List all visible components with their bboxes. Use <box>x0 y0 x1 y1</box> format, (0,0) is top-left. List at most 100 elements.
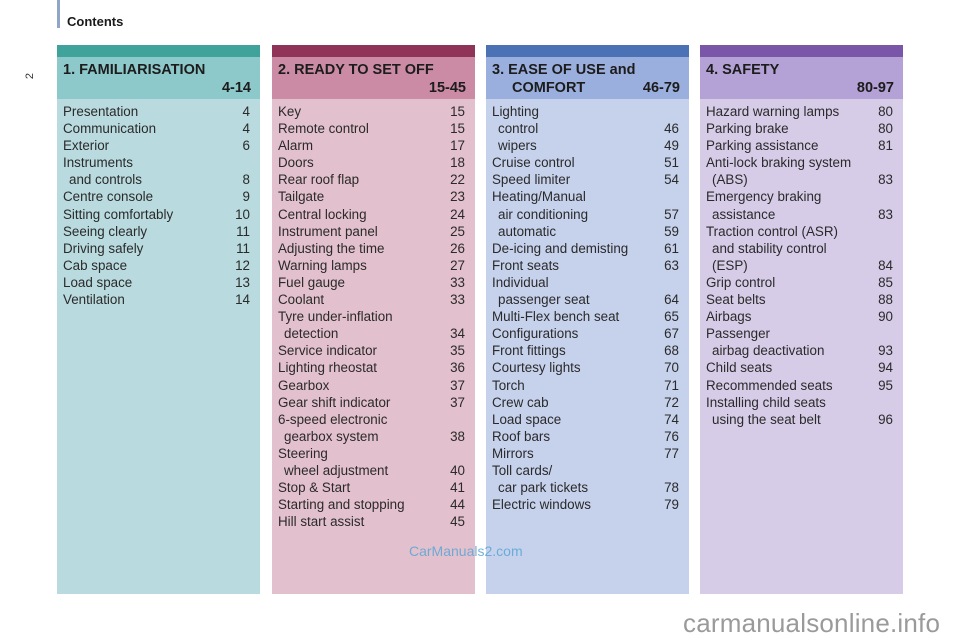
toc-entry-page <box>649 188 679 205</box>
toc-entry-label: Configurations <box>492 326 579 342</box>
toc-entry[interactable]: Electric windows 79 <box>492 496 679 513</box>
toc-entry: Installing child seats <box>706 394 893 411</box>
toc-entry[interactable]: Rear roof flap 22 <box>278 171 465 188</box>
toc-entry[interactable]: De-icing and demisting 61 <box>492 240 679 257</box>
toc-entry[interactable]: Parking brake 80 <box>706 120 893 137</box>
toc-entry[interactable]: Multi-Flex bench seat 65 <box>492 308 679 325</box>
toc-entry[interactable]: detection 34 <box>278 325 465 342</box>
toc-entry[interactable]: car park tickets 78 <box>492 479 679 496</box>
toc-entry: Emergency braking <box>706 188 893 205</box>
toc-entry[interactable]: Remote control 15 <box>278 120 465 137</box>
toc-entry[interactable]: Child seats 94 <box>706 359 893 376</box>
toc-entry[interactable]: Recommended seats 95 <box>706 377 893 394</box>
toc-entry[interactable]: Service indicator 35 <box>278 342 465 359</box>
toc-entry[interactable]: Warning lamps 27 <box>278 257 465 274</box>
toc-entry-page <box>649 103 679 120</box>
toc-entry-page: 11 <box>236 240 250 256</box>
toc-entry[interactable]: Doors 18 <box>278 154 465 171</box>
toc-entry[interactable]: Airbags 90 <box>706 308 893 325</box>
toc-entry[interactable]: Speed limiter 54 <box>492 171 679 188</box>
toc-entry[interactable]: (ESP) 84 <box>706 257 893 274</box>
toc-entry[interactable]: (ABS) 83 <box>706 171 893 188</box>
toc-entry[interactable]: Configurations 67 <box>492 325 679 342</box>
toc-entry[interactable]: Sitting comfortably 10 <box>63 206 250 223</box>
toc-entry-page: 84 <box>878 257 893 273</box>
toc-entry[interactable]: Grip control 85 <box>706 274 893 291</box>
toc-entry[interactable]: Tailgate 23 <box>278 188 465 205</box>
toc-entry[interactable]: Stop & Start 41 <box>278 479 465 496</box>
toc-entry-page: 72 <box>664 394 679 410</box>
toc-entry[interactable]: Gear shift indicator 37 <box>278 394 465 411</box>
toc-entry-label: Toll cards/ <box>492 462 553 478</box>
toc-entry-page: 40 <box>450 462 465 478</box>
toc-entry[interactable]: Hill start assist 45 <box>278 513 465 530</box>
toc-entry[interactable]: using the seat belt 96 <box>706 411 893 428</box>
toc-entry-label: assistance <box>712 206 776 222</box>
toc-entry-label: control <box>498 121 539 137</box>
toc-entry[interactable]: passenger seat 64 <box>492 291 679 308</box>
toc-entry-label: Cab space <box>63 257 128 273</box>
toc-entry-page: 36 <box>450 360 465 376</box>
toc-entry[interactable]: gearbox system 38 <box>278 428 465 445</box>
toc-entry-page: 4 <box>242 104 250 119</box>
section-header[interactable]: 2. READY TO SET OFF 15-45 <box>272 57 475 99</box>
toc-entry[interactable]: Cruise control 51 <box>492 154 679 171</box>
toc-entry-label: Adjusting the time <box>278 240 385 256</box>
toc-entry[interactable]: Courtesy lights 70 <box>492 359 679 376</box>
toc-entry[interactable]: Front fittings 68 <box>492 342 679 359</box>
toc-entry[interactable]: Load space 13 <box>63 274 250 291</box>
toc-entry[interactable]: and controls 8 <box>63 171 250 188</box>
toc-entry[interactable]: Key 15 <box>278 103 465 120</box>
toc-entry: 6-speed electronic <box>278 411 465 428</box>
toc-entry[interactable]: assistance 83 <box>706 206 893 223</box>
toc-entry-page: 54 <box>664 172 679 188</box>
toc-entry[interactable]: Gearbox 37 <box>278 377 465 394</box>
toc-entry[interactable]: Presentation 4 <box>63 103 250 120</box>
toc-entry-label: (ABS) <box>712 172 748 188</box>
toc-entry[interactable]: wipers 49 <box>492 137 679 154</box>
toc-entry[interactable]: Parking assistance 81 <box>706 137 893 154</box>
toc-entry[interactable]: Central locking 24 <box>278 206 465 223</box>
toc-entry[interactable]: wheel adjustment 40 <box>278 462 465 479</box>
toc-entry[interactable]: automatic 59 <box>492 223 679 240</box>
toc-entry-label: Load space <box>63 274 133 290</box>
toc-entry[interactable]: Roof bars 76 <box>492 428 679 445</box>
toc-entry-label: Traction control (ASR) <box>706 223 838 239</box>
toc-entry[interactable]: Seat belts 88 <box>706 291 893 308</box>
toc-entry[interactable]: Lighting rheostat 36 <box>278 359 465 376</box>
toc-entry-label: Communication <box>63 121 157 137</box>
toc-entry[interactable]: Starting and stopping 44 <box>278 496 465 513</box>
toc-entry[interactable]: Communication 4 <box>63 120 250 137</box>
toc-entry[interactable]: Crew cab 72 <box>492 394 679 411</box>
toc-entry[interactable]: Adjusting the time 26 <box>278 240 465 257</box>
toc-entry[interactable]: Instrument panel 25 <box>278 223 465 240</box>
toc-entry[interactable]: Fuel gauge 33 <box>278 274 465 291</box>
toc-entry-page <box>435 308 465 325</box>
toc-entry[interactable]: Cab space 12 <box>63 257 250 274</box>
toc-entry[interactable]: Centre console 9 <box>63 188 250 205</box>
section-header[interactable]: 1. FAMILIARISATION 4-14 <box>57 57 260 99</box>
section-title: 1. FAMILIARISATION <box>63 62 206 78</box>
toc-entry[interactable]: Torch 71 <box>492 377 679 394</box>
toc-entry-page <box>435 411 465 428</box>
toc-entry[interactable]: Ventilation 14 <box>63 291 250 308</box>
watermark-carmanuals2[interactable]: CarManuals2.com <box>409 543 523 559</box>
toc-entry[interactable]: Coolant 33 <box>278 291 465 308</box>
toc-entry[interactable]: control 46 <box>492 120 679 137</box>
toc-entry-label: Speed limiter <box>492 172 571 188</box>
toc-entry[interactable]: Seeing clearly 11 <box>63 223 250 240</box>
toc-entry-page <box>863 154 893 171</box>
toc-entry[interactable]: Driving safely 11 <box>63 240 250 257</box>
toc-entry[interactable]: Front seats 63 <box>492 257 679 274</box>
toc-entry[interactable]: Mirrors 77 <box>492 445 679 462</box>
section-header[interactable]: 4. SAFETY 80-97 <box>700 57 903 99</box>
toc-entry[interactable]: Load space 74 <box>492 411 679 428</box>
toc-entry[interactable]: Alarm 17 <box>278 137 465 154</box>
section-color-strip <box>57 45 260 57</box>
toc-entry[interactable]: airbag deactivation 93 <box>706 342 893 359</box>
toc-entry[interactable]: Hazard warning lamps 80 <box>706 103 893 120</box>
toc-entry[interactable]: Exterior 6 <box>63 137 250 154</box>
toc-entry-page <box>863 223 893 240</box>
toc-entry[interactable]: air conditioning 57 <box>492 206 679 223</box>
section-header[interactable]: 3. EASE OF USE and COMFORT 46-79 <box>486 57 689 99</box>
